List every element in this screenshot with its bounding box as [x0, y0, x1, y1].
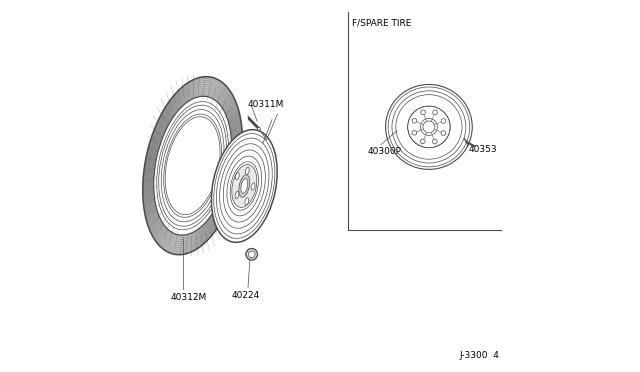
Ellipse shape	[433, 139, 437, 144]
Ellipse shape	[246, 248, 258, 260]
Ellipse shape	[441, 131, 445, 135]
Ellipse shape	[441, 119, 446, 124]
Text: 40224: 40224	[232, 291, 260, 300]
Ellipse shape	[412, 118, 417, 123]
Ellipse shape	[246, 167, 249, 174]
Ellipse shape	[232, 164, 257, 208]
Ellipse shape	[241, 179, 248, 193]
Ellipse shape	[235, 191, 239, 199]
Ellipse shape	[420, 110, 426, 115]
Text: 40300P: 40300P	[215, 203, 249, 212]
Ellipse shape	[165, 117, 220, 215]
Text: 40312M: 40312M	[170, 293, 207, 302]
Ellipse shape	[252, 183, 255, 190]
Text: 40311M: 40311M	[248, 100, 284, 109]
Ellipse shape	[420, 139, 425, 144]
Text: 40353: 40353	[468, 145, 497, 154]
Ellipse shape	[412, 131, 417, 135]
Ellipse shape	[433, 110, 437, 115]
Ellipse shape	[258, 127, 260, 130]
Text: J-3300  4: J-3300 4	[459, 350, 499, 359]
Ellipse shape	[162, 110, 223, 221]
Ellipse shape	[248, 251, 255, 258]
Ellipse shape	[245, 198, 248, 205]
Ellipse shape	[211, 129, 277, 243]
Ellipse shape	[408, 106, 450, 148]
Ellipse shape	[239, 175, 250, 197]
Ellipse shape	[236, 173, 239, 180]
Text: F/SPARE TIRE: F/SPARE TIRE	[352, 18, 412, 27]
Ellipse shape	[423, 121, 435, 133]
Text: 40300P: 40300P	[368, 147, 402, 156]
